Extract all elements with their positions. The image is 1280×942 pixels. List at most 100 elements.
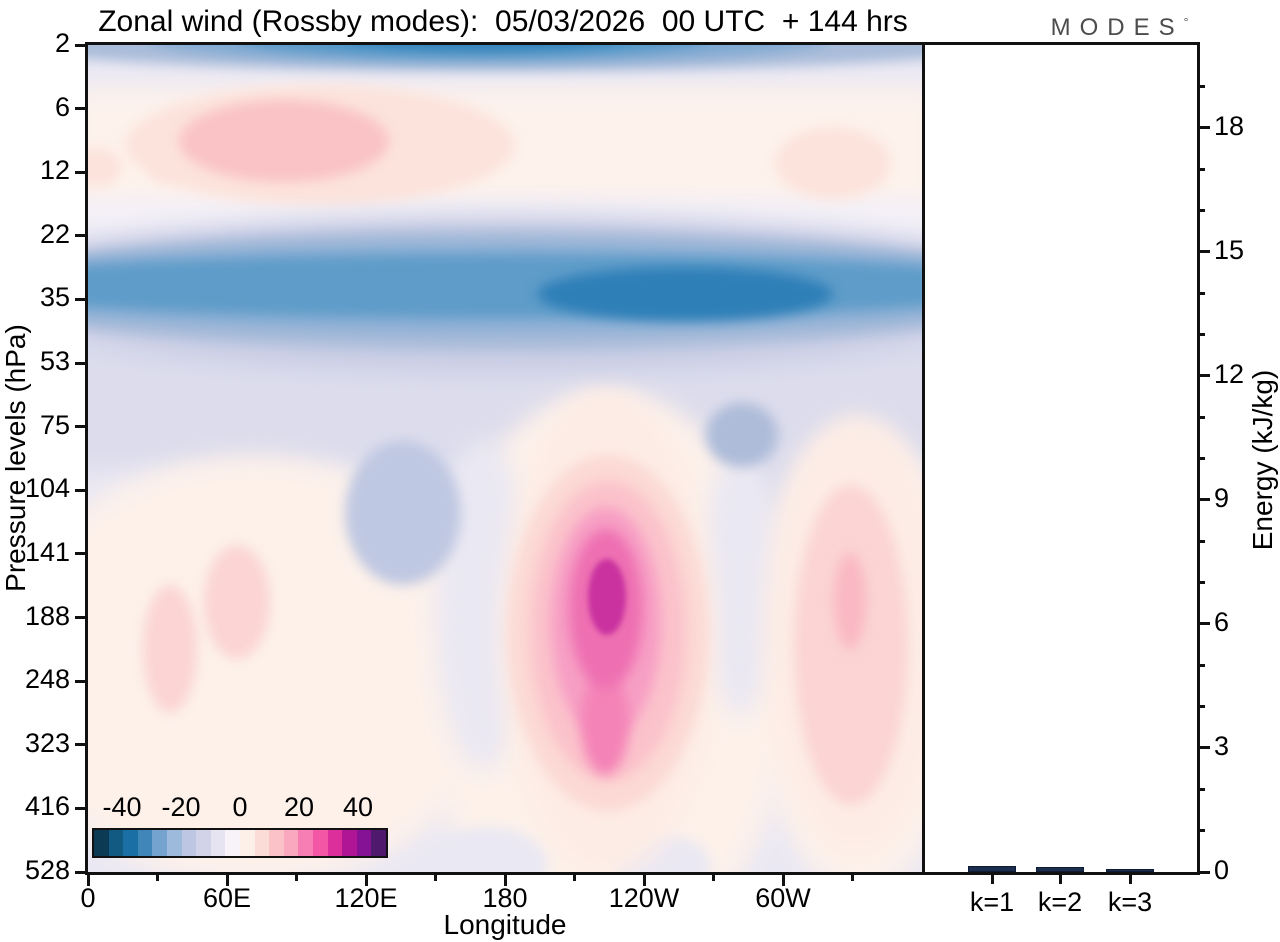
energy-axis-tick bbox=[1197, 539, 1205, 543]
colorbar-cell bbox=[312, 830, 328, 856]
colorbar bbox=[92, 828, 388, 858]
energy-axis-title: Energy (kJ/kg) bbox=[1247, 369, 1278, 551]
energy-axis-tick bbox=[1197, 167, 1205, 171]
energy-tick-label: 6 bbox=[1214, 606, 1230, 637]
colorbar-cell bbox=[269, 830, 284, 856]
colorbar-label: 0 bbox=[232, 792, 248, 822]
colorbar-cell bbox=[283, 830, 299, 856]
energy-axis-tick bbox=[1197, 870, 1210, 874]
colorbar-cell bbox=[166, 830, 182, 856]
colorbar-label: -40 bbox=[102, 792, 142, 822]
energy-axis-tick bbox=[1197, 126, 1210, 130]
contour-plot bbox=[85, 42, 922, 875]
colorbar-cell bbox=[254, 830, 270, 856]
energy-axis-tick bbox=[1197, 829, 1205, 833]
x-axis-tick bbox=[642, 872, 646, 886]
energy-axis-tick bbox=[1197, 622, 1210, 626]
colorbar-cell bbox=[342, 830, 357, 856]
colorbar-cell bbox=[239, 830, 255, 856]
modes-logo-mark: ° bbox=[1183, 15, 1189, 29]
k1-label: k=1 bbox=[969, 887, 1015, 917]
x-axis-minor-tick bbox=[851, 872, 854, 881]
y-tick-label: 188 bbox=[24, 600, 70, 631]
contour-shapes bbox=[88, 45, 922, 872]
chart-title: Zonal wind (Rossby modes): 05/03/2026 00… bbox=[98, 5, 908, 38]
x-axis-minor-tick bbox=[712, 872, 715, 881]
y-tick-label: 528 bbox=[24, 855, 70, 885]
y-axis-tick bbox=[75, 107, 88, 111]
y-axis-tick bbox=[75, 234, 88, 238]
y-tick-label: 416 bbox=[24, 791, 70, 822]
x-axis-minor-tick bbox=[573, 872, 576, 881]
energy-panel bbox=[922, 42, 1200, 875]
y-axis-tick bbox=[75, 425, 88, 429]
colorbar-label: 20 bbox=[283, 792, 315, 822]
modes-logo-text: MODES bbox=[1050, 14, 1184, 41]
k-axis-tick bbox=[1128, 875, 1132, 884]
contour-field bbox=[88, 45, 922, 872]
x-axis-tick bbox=[86, 872, 90, 886]
y-axis-tick bbox=[75, 679, 88, 683]
colorbar-cell bbox=[371, 830, 386, 856]
y-tick-label: 35 bbox=[39, 282, 70, 313]
colorbar-cell bbox=[181, 830, 197, 856]
energy-tick-label: 18 bbox=[1214, 110, 1245, 141]
y-axis-tick bbox=[75, 806, 88, 810]
energy-axis-tick bbox=[1197, 291, 1205, 295]
energy-axis-tick bbox=[1197, 663, 1205, 667]
energy-tick-label: 0 bbox=[1214, 855, 1230, 885]
y-tick-label: 323 bbox=[24, 727, 70, 758]
x-axis-minor-tick bbox=[295, 872, 298, 881]
energy-axis-tick bbox=[1197, 746, 1210, 750]
y-tick-label: 75 bbox=[39, 409, 70, 440]
colorbar-label: -20 bbox=[161, 792, 201, 822]
energy-axis-tick bbox=[1197, 457, 1205, 460]
y-axis-tick bbox=[75, 870, 88, 874]
y-axis-tick bbox=[75, 297, 88, 301]
y-tick-label: 22 bbox=[39, 218, 70, 249]
x-axis-tick bbox=[364, 872, 368, 886]
colorbar-cell bbox=[108, 830, 124, 856]
y-axis-tick bbox=[75, 552, 88, 556]
colorbar-cell bbox=[137, 830, 153, 856]
y-axis-tick bbox=[75, 361, 88, 365]
x-tick-label: 60E bbox=[202, 883, 252, 913]
energy-axis-tick bbox=[1197, 705, 1205, 709]
energy-axis-tick bbox=[1197, 374, 1210, 378]
colorbar-cells bbox=[94, 830, 386, 856]
colorbar-cell bbox=[327, 830, 343, 856]
x-tick-label: 120W bbox=[608, 883, 680, 913]
y-tick-label: 2 bbox=[54, 28, 70, 58]
energy-axis-tick bbox=[1197, 84, 1205, 88]
y-axis-tick bbox=[75, 488, 88, 492]
k2-label: k=2 bbox=[1037, 887, 1083, 917]
y-axis-tick bbox=[75, 170, 88, 174]
colorbar-cell bbox=[94, 830, 109, 856]
colorbar-cell bbox=[196, 830, 211, 856]
colorbar-cell bbox=[298, 830, 313, 856]
y-tick-label: 248 bbox=[24, 664, 70, 695]
energy-tick-label: 12 bbox=[1214, 358, 1245, 389]
y-tick-label: 141 bbox=[24, 536, 70, 567]
colorbar-cell bbox=[210, 830, 226, 856]
k-axis-tick bbox=[1058, 875, 1062, 884]
y-tick-label: 12 bbox=[39, 155, 70, 186]
x-tick-label: 180 bbox=[482, 883, 528, 913]
x-tick-label: 60W bbox=[755, 883, 811, 913]
k3-label: k=3 bbox=[1107, 887, 1153, 917]
energy-axis-tick bbox=[1197, 332, 1205, 336]
energy-axis-tick bbox=[1197, 415, 1205, 419]
y-tick-label: 53 bbox=[39, 346, 70, 377]
y-axis-tick bbox=[75, 616, 88, 620]
energy-axis-tick bbox=[1197, 208, 1205, 212]
x-tick-label: 0 bbox=[80, 883, 96, 913]
energy-tick-label: 15 bbox=[1214, 234, 1245, 265]
colorbar-cell bbox=[356, 830, 372, 856]
x-axis-title: Longitude bbox=[443, 909, 567, 940]
x-axis-minor-tick bbox=[434, 872, 437, 881]
energy-axis-tick bbox=[1197, 787, 1205, 791]
x-axis-minor-tick bbox=[156, 872, 159, 881]
energy-axis-tick bbox=[1197, 498, 1210, 502]
x-axis-tick bbox=[225, 872, 229, 886]
